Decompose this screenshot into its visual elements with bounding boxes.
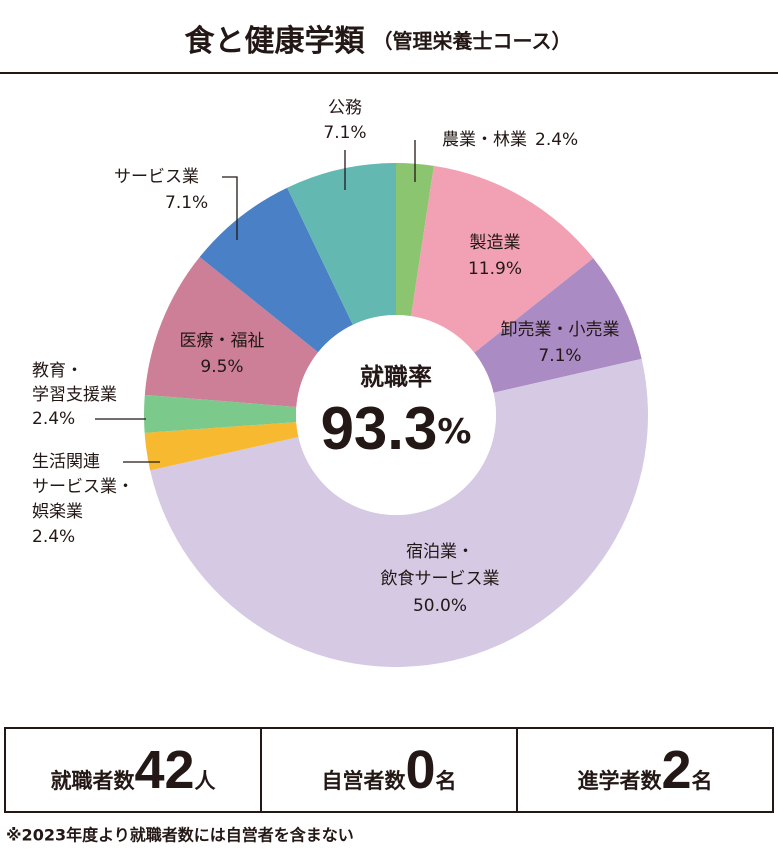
value-label: 50.0% xyxy=(413,596,467,616)
stat-unit: 人 xyxy=(195,769,216,793)
value-label: 2.4% xyxy=(32,527,75,547)
title-line: 食と健康学類 （管理栄養士コース） xyxy=(185,24,572,59)
subtitle: （管理栄養士コース） xyxy=(373,29,572,53)
rate-value: 93.3 xyxy=(321,395,438,462)
category-label: 宿泊業・ xyxy=(406,542,474,562)
stat: 進学者数2名 xyxy=(577,740,712,800)
stats: 就職者数42人 自営者数0名 進学者数2名 xyxy=(50,740,712,800)
donut-hole xyxy=(296,315,496,515)
category-label: 学習支援業 xyxy=(32,385,117,405)
title: 食と健康学類 xyxy=(185,24,366,59)
rate-line: 93.3% xyxy=(321,395,472,462)
slice xyxy=(474,258,642,393)
slice xyxy=(144,256,319,407)
category-label: 公務 xyxy=(328,98,362,118)
category-label: サービス業 xyxy=(114,167,199,187)
stat-unit: 名 xyxy=(436,769,457,793)
stat-label: 就職者数 xyxy=(50,769,135,793)
stat-value: 2 xyxy=(661,740,691,800)
slice xyxy=(143,394,297,433)
slice xyxy=(199,187,353,353)
category-label: 生活関連 xyxy=(32,452,100,472)
category-label: 医療・福祉 xyxy=(180,331,265,351)
value-label: 7.1% xyxy=(323,123,366,143)
slice xyxy=(287,163,396,325)
stat-unit: 名 xyxy=(692,769,713,793)
value-label: 2.4% xyxy=(32,409,75,429)
rate-label: 就職率 xyxy=(360,363,432,391)
category-label: 飲食サービス業 xyxy=(381,569,500,589)
category-label: 卸売業・小売業 xyxy=(501,320,620,340)
leader-line xyxy=(222,176,238,240)
rate-unit: % xyxy=(437,412,471,452)
footnote: ※2023年度より就職者数には自営者を含まない xyxy=(6,826,354,845)
stat-label: 進学者数 xyxy=(577,769,662,793)
slice xyxy=(411,165,594,353)
value-label: 2.4% xyxy=(535,130,578,150)
category-label: 農業・林業 xyxy=(442,130,527,150)
slice-label: 農業・林業 2.4% xyxy=(442,130,578,150)
category-label: 教育・ xyxy=(32,361,83,381)
stat-value: 0 xyxy=(405,740,435,800)
value-label: 11.9% xyxy=(468,259,522,279)
value-label: 7.1% xyxy=(538,346,581,366)
value-label: 9.5% xyxy=(200,357,243,377)
slice xyxy=(144,422,299,471)
stats-box xyxy=(4,727,774,813)
stat-value: 42 xyxy=(134,740,194,800)
category-label: サービス業・ xyxy=(32,477,134,497)
stat: 自営者数0名 xyxy=(321,740,456,800)
donut-chart xyxy=(143,163,648,667)
slice xyxy=(150,358,648,667)
category-label: 製造業 xyxy=(470,233,521,253)
slice xyxy=(396,163,434,317)
value-label: 7.1% xyxy=(165,193,208,213)
slice-labels: 農業・林業 2.4% 製造業 11.9% 卸売業・小売業 7.1% 宿泊業・飲食サービス業 5… xyxy=(32,98,620,616)
category-label: 娯楽業 xyxy=(32,502,83,522)
stat: 就職者数42人 xyxy=(50,740,215,800)
stat-label: 自営者数 xyxy=(321,769,406,793)
